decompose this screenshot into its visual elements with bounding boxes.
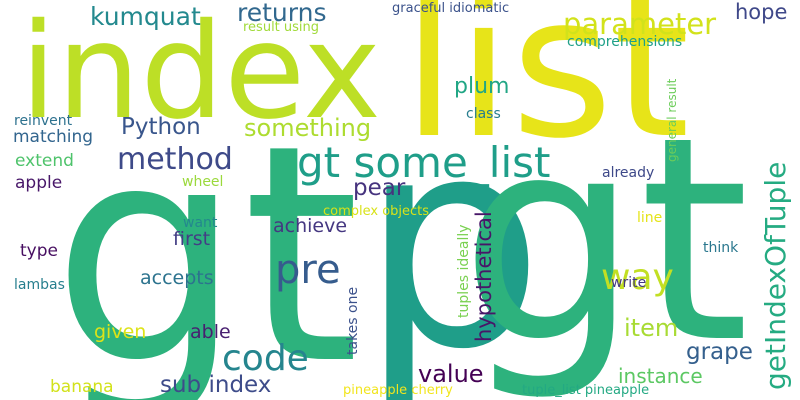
word-getindexoftuple: getIndexOfTuple: [759, 161, 792, 390]
word-gt-some-list: gt some_list: [297, 138, 551, 187]
word-reinvent: reinvent: [14, 113, 73, 129]
word-accepts: accepts: [140, 267, 214, 289]
word-python: Python: [121, 114, 201, 140]
word-wheel: wheel: [182, 174, 224, 190]
word-something: something: [244, 114, 372, 142]
word-value: value: [418, 360, 484, 388]
word-way: way: [601, 257, 674, 298]
word-able: able: [190, 321, 231, 343]
word-item: item: [624, 314, 679, 342]
word-pre: pre: [275, 247, 341, 293]
word-banana: banana: [50, 377, 114, 397]
word-write: write: [611, 275, 647, 291]
word-comprehensions: comprehensions: [567, 34, 683, 50]
word-tuples-ideally: tuples ideally: [456, 224, 472, 318]
word-given: given: [94, 321, 147, 343]
word-already: already: [602, 165, 655, 181]
word-p: p: [360, 76, 545, 400]
word-kumquat: kumquat: [90, 2, 201, 31]
word-gt-large-left: gt: [52, 81, 361, 400]
word-gt-large-right: gt: [460, 76, 750, 400]
word-plum: plum: [454, 74, 510, 99]
word-complex-objects: complex objects: [323, 204, 430, 219]
word-apple: apple: [15, 173, 63, 193]
word-list: list: [402, 0, 690, 182]
word-sub-index: sub index: [160, 372, 272, 398]
word-tuple-list-pineapple: tuple_list pineapple: [522, 383, 650, 398]
word-type: type: [20, 241, 58, 261]
word-code: code: [222, 338, 309, 379]
word-achieve: achieve: [273, 215, 348, 237]
word-want: want: [183, 215, 218, 231]
word-index: index: [20, 0, 382, 149]
word-first: first: [173, 228, 211, 250]
word-graceful-idiomatic: graceful idiomatic: [392, 1, 510, 16]
word-general-result: general result: [665, 78, 679, 162]
word-hope: hope: [735, 0, 788, 24]
word-grape: grape: [686, 339, 753, 365]
word-instance: instance: [618, 364, 703, 388]
word-returns: returns: [237, 0, 327, 27]
word-method: method: [117, 142, 233, 177]
word-lambas: lambas: [14, 277, 65, 293]
word-pineapple-cherry: pineapple cherry: [343, 383, 453, 398]
word-result-using: result using: [243, 20, 320, 35]
word-pear: pear: [353, 175, 406, 201]
word-think: think: [703, 240, 739, 256]
word-class: class: [466, 106, 501, 122]
word-line: line: [637, 210, 663, 226]
word-parameter: parameter: [563, 7, 717, 41]
word-extend: extend: [15, 151, 74, 171]
word-hypothetical: hypothetical: [472, 211, 496, 342]
word-takes-one: takes one: [345, 286, 361, 355]
word-matching: matching: [13, 127, 94, 147]
